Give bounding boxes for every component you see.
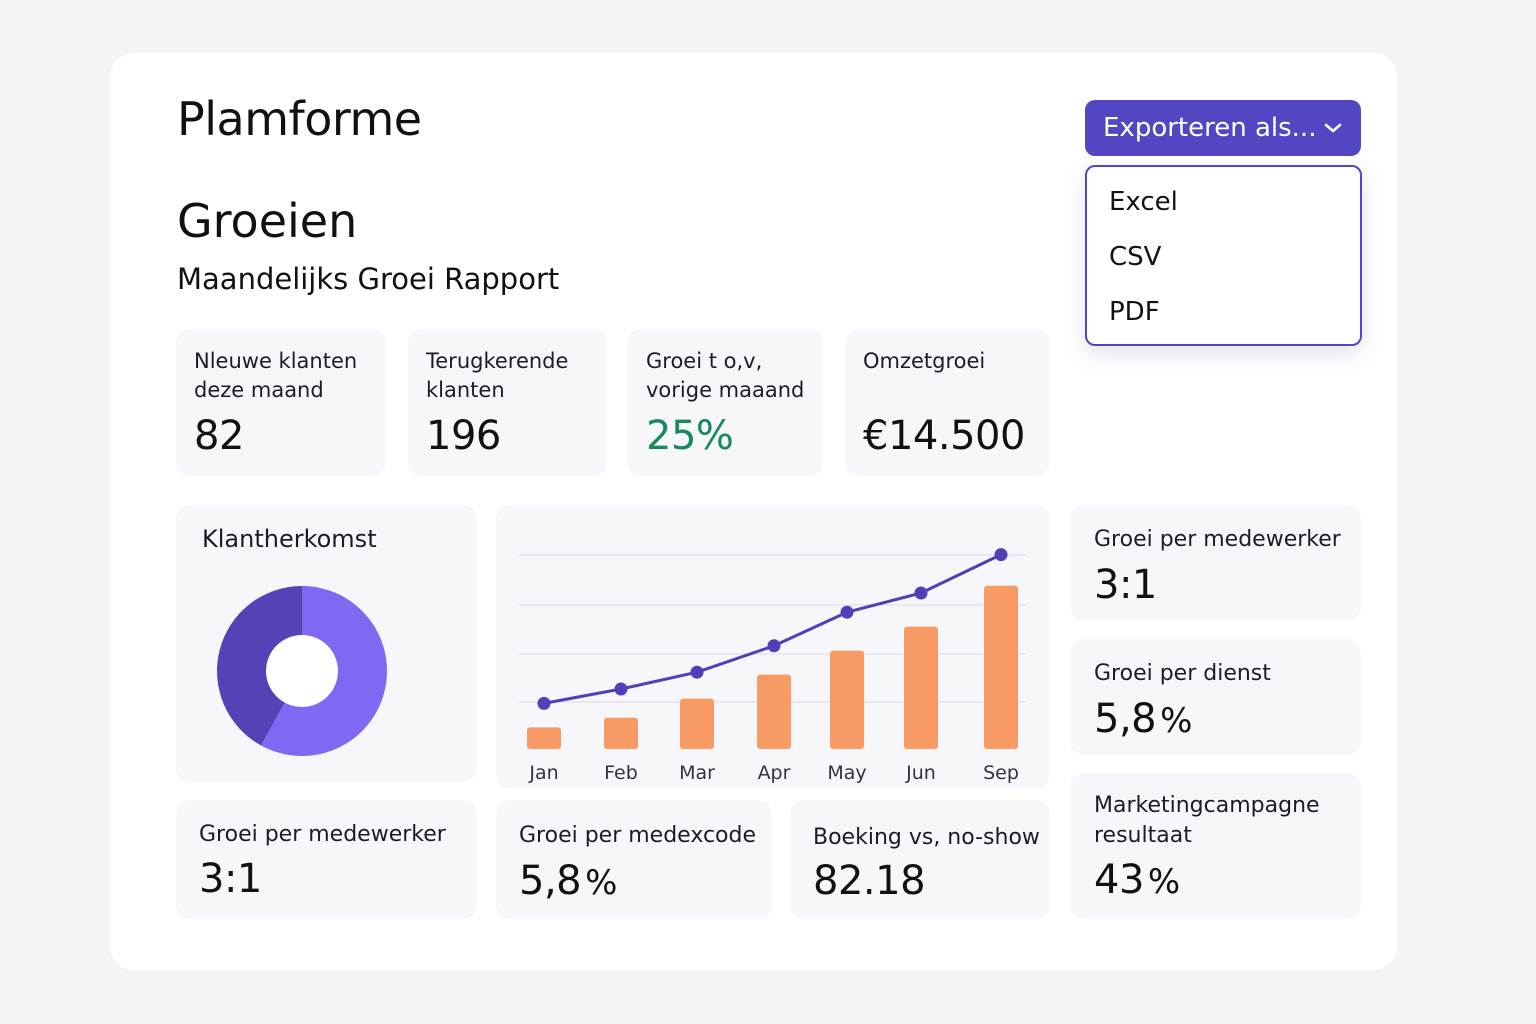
brand-logo[interactable]: Plamforme: [177, 92, 422, 146]
export-button-label: Exporteren als...: [1103, 113, 1317, 143]
stat-value: 43%: [1094, 857, 1180, 903]
x-tick-label: Jan: [528, 762, 558, 784]
export-option-excel[interactable]: Excel: [1109, 187, 1178, 217]
stat-card-growth-per-employee-bottom: Groei per medewerker 3:1: [176, 800, 477, 919]
stat-card-booking-vs-noshow: Boeking vs, no-show 82.18: [790, 800, 1050, 919]
chart-point: [914, 586, 928, 600]
chart-point: [614, 682, 628, 696]
kpi-value: €14.500: [863, 413, 1025, 459]
kpi-label: Terugkerende klanten: [426, 349, 569, 402]
kpi-value: 196: [426, 413, 501, 459]
stat-value: 3:1: [199, 856, 262, 902]
donut-hole: [266, 635, 338, 707]
stat-value: 82.18: [813, 858, 926, 904]
chart-bar: [984, 585, 1018, 749]
chevron-down-icon: [1324, 123, 1342, 133]
chart-point: [840, 605, 854, 619]
chart-bar: [680, 698, 714, 749]
export-option-pdf[interactable]: PDF: [1109, 297, 1160, 327]
export-dropdown-menu: Excel CSV PDF: [1085, 165, 1362, 346]
chart-bar: [757, 674, 791, 749]
stat-label: Groei per medexcode: [519, 823, 757, 848]
chart-point: [690, 665, 704, 679]
kpi-label: Nleuwe klanten deze maand: [194, 349, 358, 402]
stat-label: Groei per medewerker: [199, 822, 446, 847]
x-tick-label: Jun: [905, 762, 936, 784]
stat-label: Groei per medewerker: [1094, 527, 1341, 552]
chart-bar: [830, 650, 864, 749]
donut-slice: [217, 586, 302, 746]
page-title: Groeien: [177, 194, 358, 248]
stat-value: 3:1: [1094, 562, 1157, 608]
stat-value: 5,8%: [1094, 696, 1192, 742]
customer-origin-donut: [217, 586, 387, 756]
stat-card-growth-per-service: Groei per dienst 5,8%: [1070, 639, 1361, 755]
growth-chart: Jan Feb Mar Apr May Jun Sep: [519, 548, 1026, 784]
x-tick-label: Feb: [604, 762, 638, 784]
stat-value: 5,8%: [519, 858, 617, 904]
kpi-value: 25%: [646, 413, 734, 459]
kpi-label: Omzetgroei: [863, 349, 986, 373]
x-tick-label: May: [827, 762, 866, 784]
kpi-label: Groei t o,v, vorige maaand: [646, 349, 805, 402]
stat-card-marketing-result: Marketingcampagne resultaat 43%: [1070, 773, 1361, 919]
kpi-card-returning-customers: Terugkerende klanten 196: [408, 329, 607, 476]
chart-point: [994, 548, 1008, 562]
x-tick-label: Apr: [758, 762, 791, 784]
kpi-card-revenue-growth: Omzetgroei €14.500: [845, 329, 1050, 476]
stat-card-growth-per-employee: Groei per medewerker 3:1: [1070, 505, 1361, 621]
x-tick-label: Mar: [679, 762, 715, 784]
customer-origin-title: Klantherkomst: [202, 525, 377, 553]
chart-bar: [604, 717, 638, 749]
export-button[interactable]: Exporteren als...: [1085, 100, 1361, 156]
chart-point: [767, 639, 781, 653]
kpi-card-growth: Groei t o,v, vorige maaand 25%: [627, 329, 823, 476]
growth-chart-card: Jan Feb Mar Apr May Jun Sep: [496, 505, 1050, 789]
x-tick-label: Sep: [983, 762, 1019, 784]
export-option-csv[interactable]: CSV: [1109, 242, 1162, 272]
page-subtitle: Maandelijks Groei Rapport: [177, 262, 560, 296]
chart-bar: [527, 727, 561, 749]
stat-label: Groei per dienst: [1094, 661, 1271, 686]
chart-bar: [904, 626, 938, 749]
customer-origin-card: Klantherkomst: [176, 505, 477, 782]
stat-label: Marketingcampagne resultaat: [1094, 793, 1320, 848]
stat-label: Boeking vs, no-show: [813, 825, 1040, 850]
stat-card-growth-per-code: Groei per medexcode 5,8%: [496, 800, 772, 919]
kpi-value: 82: [194, 413, 244, 459]
chart-point: [537, 696, 551, 710]
kpi-card-new-customers: Nleuwe klanten deze maand 82: [176, 329, 386, 476]
